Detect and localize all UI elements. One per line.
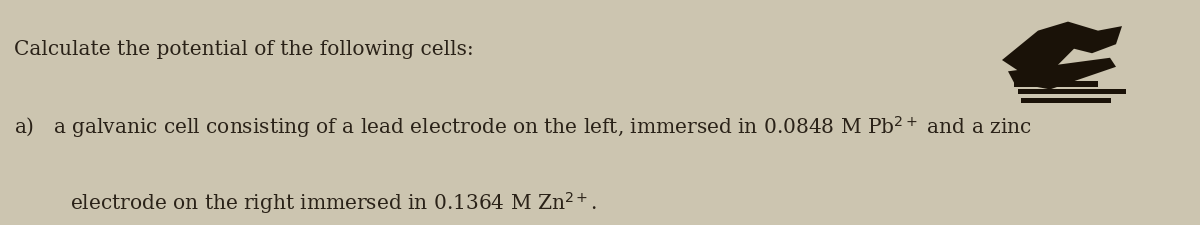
Bar [1014,82,1098,88]
Bar [1018,90,1126,94]
Text: a)   a galvanic cell consisting of a lead electrode on the left, immersed in 0.0: a) a galvanic cell consisting of a lead … [14,113,1032,139]
Text: electrode on the right immersed in 0.1364 M Zn$^{2+}$.: electrode on the right immersed in 0.136… [70,190,598,215]
Bar [1021,99,1111,104]
Polygon shape [1008,58,1116,90]
Text: Calculate the potential of the following cells:: Calculate the potential of the following… [14,40,474,59]
Polygon shape [1002,22,1122,76]
